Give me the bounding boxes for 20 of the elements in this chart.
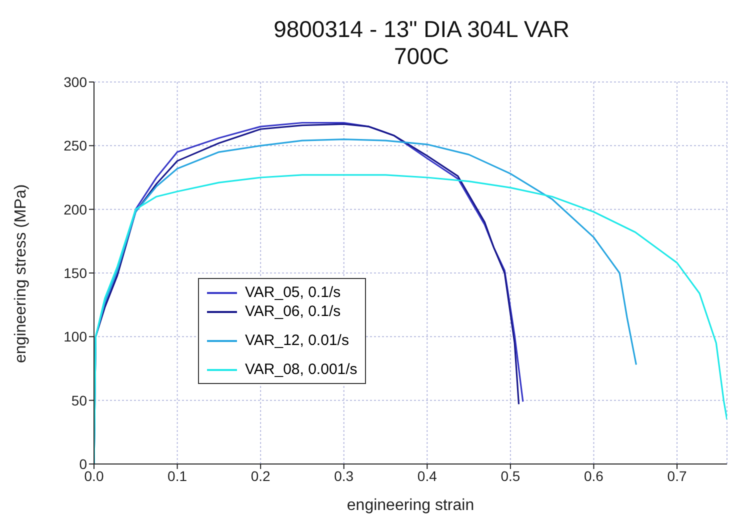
x-tick-label: 0.2 xyxy=(250,468,271,484)
y-axis-title: engineering stress (MPa) xyxy=(12,184,30,363)
x-tick-label: 0.7 xyxy=(667,468,687,484)
x-tick-label: 0.4 xyxy=(417,468,438,484)
x-tick-label: 0.3 xyxy=(334,468,354,484)
y-tick-label: 300 xyxy=(64,74,88,90)
legend-label: VAR_05, 0.1/s xyxy=(245,284,341,301)
legend-label: VAR_12, 0.01/s xyxy=(245,332,349,349)
x-axis-title: engineering strain xyxy=(346,497,474,514)
legend-label: VAR_06, 0.1/s xyxy=(245,303,341,320)
y-tick-label: 100 xyxy=(64,328,88,345)
y-tick-label: 250 xyxy=(64,138,88,154)
x-tick-label: 0.1 xyxy=(168,468,188,484)
x-tick-label: 0.6 xyxy=(584,468,604,484)
y-tick-label: 200 xyxy=(64,201,88,218)
y-tick-label: 150 xyxy=(64,264,88,281)
chart-title: 9800314 - 13" DIA 304L VAR 700C xyxy=(272,16,570,70)
x-tick-label: 0.5 xyxy=(500,468,520,484)
legend-label: VAR_08, 0.001/s xyxy=(245,361,358,378)
y-tick-label: 50 xyxy=(71,392,88,408)
